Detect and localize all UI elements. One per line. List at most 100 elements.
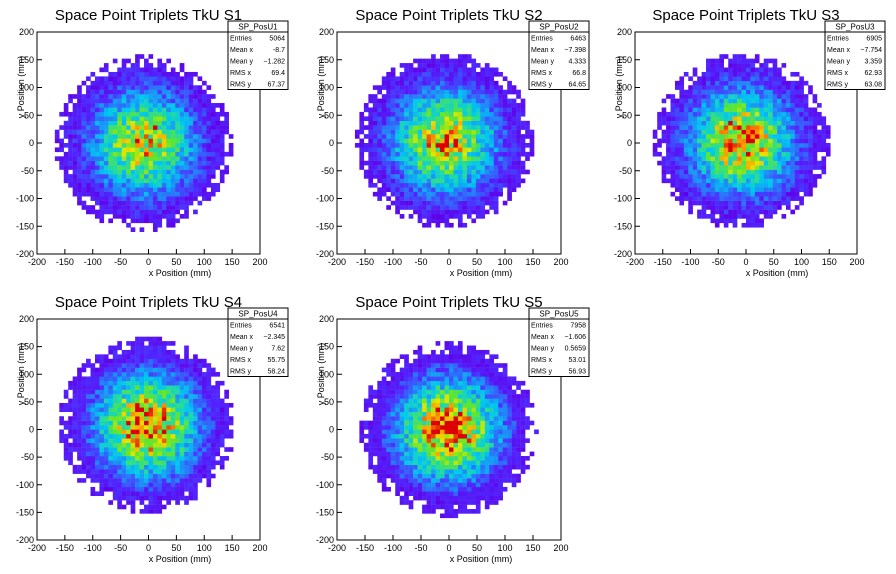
histogram-bin: [390, 200, 396, 206]
histogram-bin: [99, 460, 105, 466]
y-tick-label: 50: [24, 397, 34, 407]
histogram-bin: [471, 205, 477, 210]
histogram-bin: [799, 182, 804, 188]
histogram-bin: [130, 473, 136, 479]
histogram-bin: [175, 138, 180, 144]
histogram-bin: [803, 143, 809, 148]
histogram-bin: [368, 160, 374, 166]
histogram-bin: [817, 120, 822, 126]
histogram-bin: [103, 85, 109, 90]
chart-title: Space Point Triplets TkU S2: [355, 7, 542, 24]
histogram-bin: [794, 94, 800, 99]
histogram-bin: [157, 376, 163, 382]
histogram-bin: [781, 138, 787, 144]
histogram-bin: [692, 165, 698, 170]
histogram-bin: [197, 98, 203, 104]
histogram-bin: [754, 111, 760, 117]
histogram-bin: [498, 147, 503, 153]
histogram-bin: [710, 182, 716, 188]
histogram-bin: [170, 354, 176, 359]
histogram-bin: [372, 442, 378, 448]
histogram-bin: [117, 451, 122, 457]
histogram-bin: [750, 187, 756, 193]
histogram-bin: [785, 182, 791, 188]
histogram-bin: [54, 129, 60, 135]
histogram-bin: [728, 89, 733, 95]
histogram-bin: [117, 429, 122, 435]
histogram-bin: [121, 178, 127, 184]
histogram-bin: [790, 169, 796, 175]
histogram-bin: [108, 143, 114, 148]
histogram-bin: [368, 438, 374, 443]
histogram-bin: [763, 160, 769, 166]
histogram-bin: [108, 469, 114, 474]
histogram-bin: [759, 116, 764, 121]
histogram-bin: [683, 143, 689, 148]
histogram-bin: [670, 182, 676, 188]
histogram-bin: [763, 187, 769, 193]
histogram-bin: [422, 103, 427, 108]
histogram-bin: [210, 151, 216, 157]
histogram-bin: [426, 98, 432, 104]
histogram-bin: [161, 442, 167, 448]
histogram-bin: [197, 120, 203, 126]
histogram-bin: [148, 460, 154, 466]
histogram-bin: [386, 363, 391, 368]
histogram-bin: [103, 451, 109, 457]
histogram-bin: [139, 389, 145, 395]
histogram-bin: [679, 125, 685, 130]
histogram-bin: [785, 178, 791, 184]
histogram-bin: [121, 473, 127, 479]
histogram-bin: [750, 58, 756, 64]
histogram-bin: [184, 116, 189, 121]
histogram-bin: [184, 420, 189, 426]
histogram-bin: [457, 54, 463, 59]
histogram-bin: [179, 447, 185, 452]
histogram-bin: [728, 103, 733, 108]
histogram-bin: [790, 85, 796, 90]
histogram-bin: [130, 402, 136, 408]
histogram-bin: [790, 178, 796, 184]
histogram-bin: [741, 134, 747, 139]
histogram-bin: [77, 367, 82, 373]
histogram-bin: [754, 218, 760, 224]
histogram-bin: [206, 129, 212, 135]
histogram-bin: [440, 178, 445, 184]
histogram-bin: [161, 433, 167, 439]
histogram-bin: [130, 120, 136, 126]
histogram-bin: [759, 85, 764, 90]
histogram-bin: [399, 138, 405, 144]
histogram-bin: [81, 363, 87, 368]
histogram-bin: [719, 191, 724, 197]
histogram-bin: [359, 111, 365, 117]
histogram-bin: [688, 191, 693, 197]
histogram-bin: [99, 482, 105, 488]
histogram-bin: [157, 134, 163, 139]
histogram-bin: [475, 120, 481, 126]
histogram-bin: [422, 63, 427, 68]
histogram-bin: [90, 120, 96, 126]
histogram-bin: [475, 71, 481, 77]
histogram-bin: [54, 134, 60, 139]
histogram-bin: [511, 156, 517, 161]
histogram-bin: [453, 94, 459, 99]
histogram-bin: [112, 182, 118, 188]
histogram-bin: [130, 376, 136, 382]
histogram-bin: [462, 178, 468, 184]
histogram-bin: [148, 218, 154, 224]
histogram-bin: [368, 156, 374, 161]
histogram-bin: [166, 205, 171, 210]
histogram-bin: [444, 200, 450, 206]
histogram-bin: [175, 165, 180, 170]
histogram-bin: [390, 389, 396, 395]
histogram-bin: [94, 165, 100, 170]
histogram-bin: [750, 111, 756, 117]
histogram-bin: [99, 143, 105, 148]
histogram-bin: [148, 504, 154, 510]
histogram-bin: [701, 125, 707, 130]
histogram-bin: [417, 138, 423, 144]
histogram-bin: [219, 402, 225, 408]
histogram-bin: [152, 402, 158, 408]
histogram-bin: [723, 143, 729, 148]
histogram-bin: [413, 147, 418, 153]
